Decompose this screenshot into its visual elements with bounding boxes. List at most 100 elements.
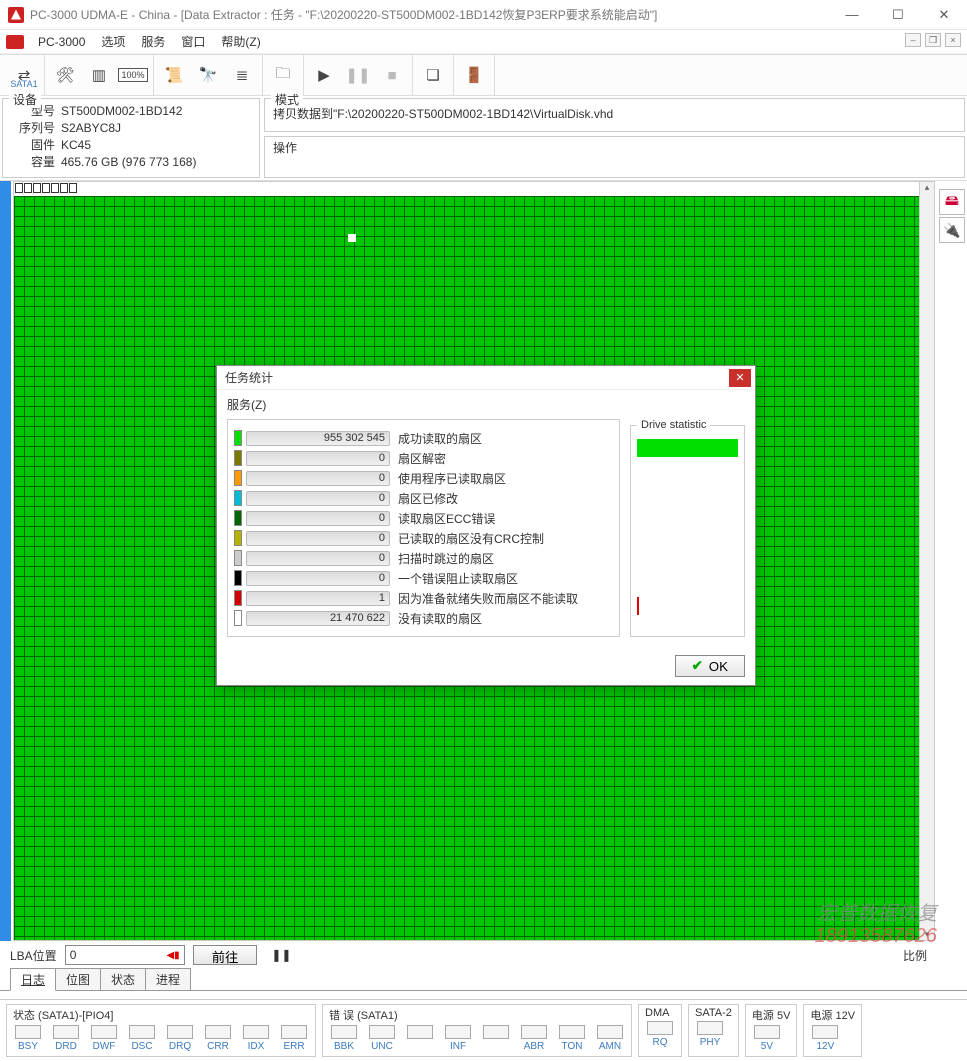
mode-panel: 模式 拷贝数据到"F:\20200220-ST500DM002-1BD142\V… (264, 98, 965, 132)
play-button[interactable]: ▶ (310, 61, 338, 89)
status-group-5v: 电源 5V 5V (745, 1004, 798, 1057)
mdi-restore[interactable]: ❐ (925, 33, 941, 47)
tool-scroll-icon[interactable]: 📜 (160, 61, 188, 89)
drive-stat-green-bar (637, 439, 738, 457)
status-led: RQ (645, 1021, 675, 1048)
led-box (167, 1025, 193, 1039)
task-stats-dialog: 任务统计 ✕ 服务(Z) 955 302 545 成功读取的扇区 0 扇区解密 … (216, 365, 756, 686)
stat-label: 扫描时跳过的扇区 (398, 550, 494, 567)
stat-bar: 21 470 622 (246, 611, 390, 626)
log-area (0, 991, 967, 999)
check-icon: ✔ (692, 658, 703, 674)
tool-exit-icon[interactable]: 🚪 (460, 61, 488, 89)
status-led: 12V (810, 1025, 840, 1052)
stat-label: 一个错误阻止读取扇区 (398, 570, 518, 587)
mdi-minimize[interactable]: – (905, 33, 921, 47)
status-led: 5V (752, 1025, 782, 1052)
legend-label[interactable]: 比例 (903, 947, 927, 964)
menu-windows[interactable]: 窗口 (173, 31, 213, 52)
led-box (281, 1025, 307, 1039)
tool-list-icon[interactable]: ≣ (228, 61, 256, 89)
led-box (91, 1025, 117, 1039)
stat-swatch (234, 430, 242, 446)
lba-input[interactable]: 0 ◀▮ (65, 945, 185, 965)
mdi-close[interactable]: × (945, 33, 961, 47)
dialog-menu-service[interactable]: 服务(Z) (227, 394, 745, 419)
disk-red-icon[interactable]: 🖴 (939, 189, 965, 215)
stat-bar: 0 (246, 511, 390, 526)
dialog-titlebar[interactable]: 任务统计 ✕ (217, 366, 755, 390)
status-group-sata2: SATA-2 PHY (688, 1004, 739, 1057)
stop-button[interactable]: ■ (378, 61, 406, 89)
stat-label: 成功读取的扇区 (398, 430, 482, 447)
menu-options[interactable]: 选项 (93, 31, 133, 52)
app-icon (8, 7, 24, 23)
stat-swatch (234, 530, 242, 546)
status-led: AMN (595, 1025, 625, 1052)
status-group-dma: DMA RQ (638, 1004, 682, 1057)
status-led: ABR (519, 1025, 549, 1052)
operation-panel: 操作 (264, 136, 965, 178)
stat-row: 0 读取扇区ECC错误 (234, 508, 613, 528)
tool-folder-icon[interactable]: 🗀 (269, 61, 297, 89)
stat-row: 0 使用程序已读取扇区 (234, 468, 613, 488)
tab-process[interactable]: 进程 (145, 968, 191, 990)
led-box (647, 1021, 673, 1035)
lba-label: LBA位置 (10, 947, 57, 964)
status-led: DRQ (165, 1025, 195, 1052)
stat-swatch (234, 610, 242, 626)
connector-icon[interactable]: 🔌 (939, 217, 965, 243)
mode-legend: 模式 (271, 91, 303, 108)
stat-row: 1 因为准备就绪失败而扇区不能读取 (234, 588, 613, 608)
stat-swatch (234, 470, 242, 486)
status-led: BBK (329, 1025, 359, 1052)
led-box (369, 1025, 395, 1039)
stat-swatch (234, 570, 242, 586)
tool-percent-icon[interactable]: 100% (119, 61, 147, 89)
menu-help[interactable]: 帮助(Z) (213, 31, 268, 52)
op-legend: 操作 (273, 139, 956, 156)
status-led: DSC (127, 1025, 157, 1052)
stat-value: 0 (379, 452, 385, 465)
stat-row: 0 一个错误阻止读取扇区 (234, 568, 613, 588)
tool-chip-icon[interactable]: ▥ (85, 61, 113, 89)
ok-button[interactable]: ✔ OK (675, 655, 745, 677)
led-box (697, 1021, 723, 1035)
stat-bar: 0 (246, 491, 390, 506)
tab-log[interactable]: 日志 (10, 968, 56, 991)
led-box (754, 1025, 780, 1039)
status-led: IDX (241, 1025, 271, 1052)
close-button[interactable]: ✕ (921, 0, 967, 30)
stat-value: 0 (379, 532, 385, 545)
pause-button[interactable]: ❚❚ (344, 61, 372, 89)
menu-pc3000[interactable]: PC-3000 (30, 33, 93, 51)
stat-value: 0 (379, 572, 385, 585)
led-label: PHY (700, 1037, 721, 1048)
stat-bar: 0 (246, 571, 390, 586)
device-firmware: KC45 (61, 137, 91, 154)
mode-text: 拷贝数据到"F:\20200220-ST500DM002-1BD142\Virt… (273, 103, 956, 122)
status-led: DWF (89, 1025, 119, 1052)
dialog-title: 任务统计 (225, 369, 729, 386)
toolbar: ⇄SATA1 🛠 ▥ 100% 📜 🔭 ≣ 🗀 ▶ ❚❚ ■ ❏ 🚪 (0, 54, 967, 96)
window-title: PC-3000 UDMA-E - China - [Data Extractor… (30, 6, 829, 23)
minimize-button[interactable]: — (829, 0, 875, 30)
bottom-tabs: 日志 位图 状态 进程 (0, 969, 967, 991)
pause-icon[interactable]: ❚❚ (271, 948, 291, 962)
tab-state[interactable]: 状态 (100, 968, 146, 990)
tool-binoculars-icon[interactable]: 🔭 (194, 61, 222, 89)
lba-cursor-icon: ◀▮ (166, 950, 179, 961)
tool-hammer-icon[interactable]: 🛠 (51, 61, 79, 89)
stat-row: 0 扫描时跳过的扇区 (234, 548, 613, 568)
maximize-button[interactable]: ☐ (875, 0, 921, 30)
sata-port-button[interactable]: ⇄SATA1 (10, 61, 38, 89)
vertical-scrollbar[interactable] (919, 182, 934, 940)
tool-windows-icon[interactable]: ❏ (419, 61, 447, 89)
goto-button[interactable]: 前往 (193, 945, 258, 965)
dialog-close-button[interactable]: ✕ (729, 369, 751, 387)
led-box (15, 1025, 41, 1039)
stat-bar: 0 (246, 451, 390, 466)
tab-bitmap[interactable]: 位图 (55, 968, 101, 990)
menu-service[interactable]: 服务 (133, 31, 173, 52)
device-legend: 设备 (9, 91, 41, 108)
